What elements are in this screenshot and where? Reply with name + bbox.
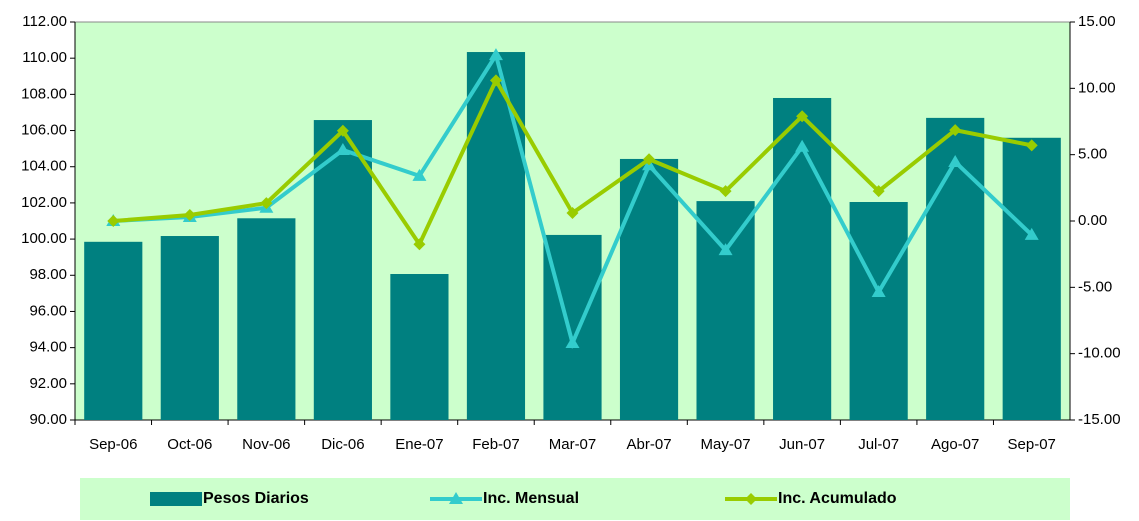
marker [489,74,502,87]
bar [390,274,449,420]
y-tick-label: 112.00 [22,13,67,30]
x-tick-label: Abr-07 [627,436,672,453]
marker [948,154,963,167]
y2-tick-label: 10.00 [1078,79,1116,96]
y2-tick-label: -15.00 [1078,411,1121,428]
y-tick-label: 90.00 [29,411,67,428]
x-tick-label: Sep-06 [89,436,137,453]
marker [449,492,463,504]
marker [795,139,810,152]
x-tick-label: Dic-06 [321,436,364,453]
x-tick-label: May-07 [701,436,751,453]
bar [849,202,908,420]
marker [719,185,732,198]
bar [313,120,372,420]
bar [1002,137,1061,421]
marker [949,124,962,137]
marker [1025,139,1038,152]
y2-tick-label: -10.00 [1078,345,1121,362]
y-tick-label: 96.00 [29,302,67,319]
y2-tick-label: -5.00 [1078,278,1112,295]
x-tick-label: Ene-07 [395,436,443,453]
legend-label: Inc. Mensual [483,490,579,507]
marker [745,493,757,505]
y-tick-label: 102.00 [21,194,67,211]
bar [926,117,985,420]
x-tick-label: Jun-07 [779,436,825,453]
x-tick-label: Sep-07 [1008,436,1056,453]
legend [80,478,1070,520]
legend-swatch [150,492,202,506]
marker [796,110,809,123]
marker [336,124,349,137]
marker [488,48,503,61]
bar [619,158,679,420]
y-tick-label: 98.00 [29,266,67,283]
legend-label: Pesos Diarios [203,490,309,507]
marker [718,243,733,256]
marker [565,336,580,349]
x-tick-label: Jul-07 [858,436,899,453]
marker [260,197,273,210]
y2-tick-label: 0.00 [1078,212,1107,229]
y-tick-label: 108.00 [21,85,67,102]
bar [160,236,219,420]
bar [237,218,296,420]
y-tick-label: 92.00 [29,375,67,392]
bar [696,201,755,420]
x-tick-label: Ago-07 [931,436,979,453]
marker [412,168,427,181]
y-tick-label: 100.00 [21,230,67,247]
y-tick-label: 94.00 [29,339,67,356]
marker [643,153,656,166]
marker [872,185,885,198]
bar [84,241,143,420]
y2-tick-label: 5.00 [1078,146,1107,163]
marker [413,238,426,251]
legend-label: Inc. Acumulado [778,490,897,507]
marker [335,143,350,156]
x-tick-label: Feb-07 [472,436,520,453]
y-tick-label: 104.00 [21,158,67,175]
y-tick-label: 106.00 [21,122,67,139]
marker [871,284,886,297]
x-tick-label: Mar-07 [549,436,597,453]
x-tick-label: Nov-06 [242,436,290,453]
bar [466,52,526,420]
marker [183,209,196,222]
y2-tick-label: 15.00 [1078,13,1116,30]
marker [107,215,120,227]
marker [566,207,579,220]
x-tick-label: Oct-06 [167,436,212,453]
marker [1024,227,1039,240]
y-tick-label: 110.00 [22,49,67,66]
